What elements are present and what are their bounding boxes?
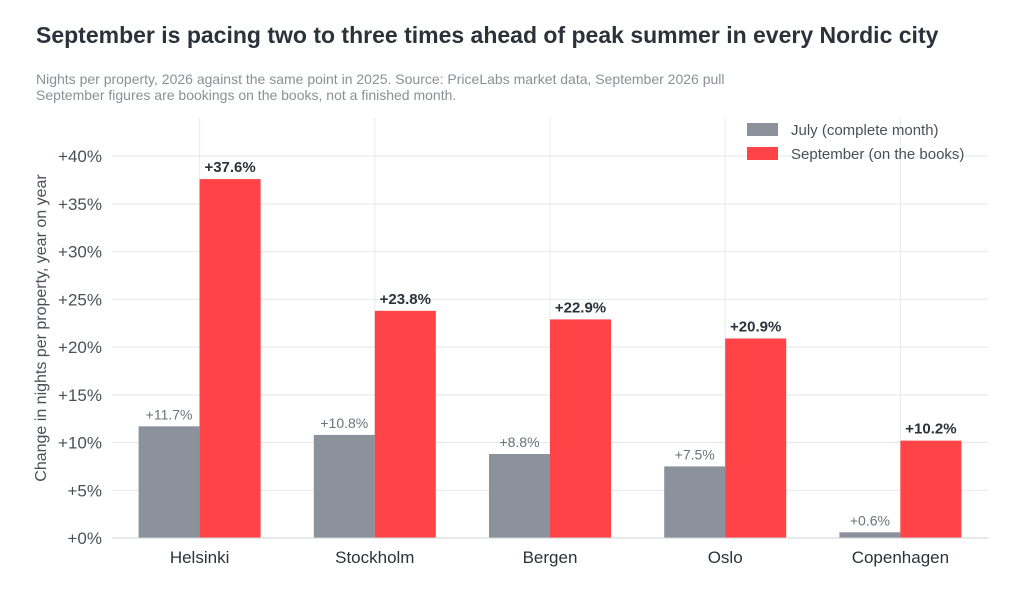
axes: +0% +5% +10% +15% +20% +25% +30% +35% +40% Helsin… [33, 147, 988, 567]
x-tick-label: Stockholm [335, 548, 414, 567]
bars [138, 179, 962, 538]
x-tick-label: Helsinki [170, 548, 230, 567]
legend-label-september: September (on the books) [791, 146, 964, 163]
july-value-label: +10.8% [320, 415, 368, 431]
x-tick-label: Bergen [523, 548, 578, 567]
data-labels: +11.7% +10.8% +8.8% +7.5% +0.6% +37.6% +23.8% +… [146, 159, 957, 528]
september-value-label: +10.2% [905, 421, 956, 438]
legend-swatch-september [747, 147, 778, 160]
july-bar [313, 434, 375, 538]
july-value-label: +7.5% [675, 446, 715, 462]
september-bar [374, 310, 436, 538]
y-tick-label: +40% [58, 147, 102, 166]
chart-title: September is pacing two to three times a… [36, 22, 939, 48]
september-value-label: +20.9% [730, 319, 781, 336]
y-axis-label: Change in nights per property, year on y… [33, 174, 50, 482]
july-bar [664, 466, 726, 538]
x-tick-label: Copenhagen [852, 548, 949, 567]
y-tick-label: +5% [68, 481, 103, 500]
september-value-label: +37.6% [204, 159, 255, 176]
chart-subtitle: Nights per property, 2026 against the sa… [36, 71, 996, 103]
y-tick-label: +30% [58, 243, 102, 262]
july-value-label: +8.8% [499, 434, 539, 450]
subtitle-line-2: September figures are bookings on the bo… [36, 87, 457, 103]
september-value-label: +22.9% [555, 299, 606, 316]
september-bar [199, 179, 261, 538]
x-tick-label: Oslo [708, 548, 743, 567]
july-bar [489, 454, 550, 538]
y-tick-label: +25% [58, 290, 102, 309]
september-bar [550, 319, 611, 538]
july-bar [138, 426, 200, 538]
y-tick-label: +15% [58, 386, 102, 405]
legend-swatch-july [747, 123, 778, 136]
september-bar [725, 338, 787, 538]
september-value-label: +23.8% [380, 291, 431, 308]
subtitle-line-1: Nights per property, 2026 against the sa… [36, 71, 725, 87]
july-value-label: +11.7% [146, 406, 193, 422]
july-value-label: +0.6% [850, 512, 890, 528]
july-bar [839, 532, 901, 538]
september-bar [900, 440, 962, 538]
y-tick-label: +20% [58, 338, 102, 357]
legend-label-july: July (complete month) [791, 122, 939, 139]
y-tick-label: +0% [68, 529, 103, 548]
y-tick-label: +35% [58, 195, 102, 214]
legend: July (complete month) September (on the b… [747, 122, 964, 163]
y-tick-label: +10% [58, 434, 102, 453]
